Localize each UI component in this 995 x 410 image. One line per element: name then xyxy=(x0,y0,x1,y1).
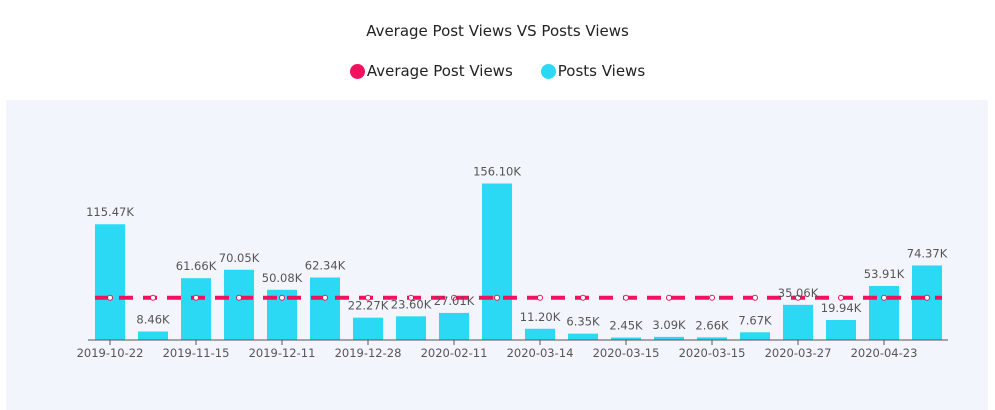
x-tick-label-3: 2019-12-28 xyxy=(335,346,402,360)
bar-value-label-18: 53.91K xyxy=(864,267,905,281)
bar-value-label-11: 6.35K xyxy=(566,315,600,329)
bar-11[interactable] xyxy=(568,333,598,340)
average-point-0[interactable] xyxy=(107,294,113,301)
legend-label-posts: Posts Views xyxy=(557,62,646,80)
average-point-6[interactable] xyxy=(365,294,371,301)
bar-15[interactable] xyxy=(740,332,770,340)
bar-value-label-16: 35.06K xyxy=(778,286,819,300)
bar-5[interactable] xyxy=(310,277,340,340)
average-point-7[interactable] xyxy=(408,294,414,301)
average-point-1[interactable] xyxy=(150,294,156,301)
bar-2[interactable] xyxy=(181,278,211,340)
bar-value-label-3: 70.05K xyxy=(219,251,260,265)
average-point-19[interactable] xyxy=(924,294,930,301)
average-point-4[interactable] xyxy=(279,294,285,301)
average-point-9[interactable] xyxy=(494,294,500,301)
chart-title: Average Post Views VS Posts Views xyxy=(366,22,629,40)
bar-9[interactable] xyxy=(482,183,512,341)
bar-13[interactable] xyxy=(654,336,684,340)
bar-value-label-19: 74.37K xyxy=(907,246,948,260)
bar-value-label-17: 19.94K xyxy=(821,301,862,315)
bar-value-label-15: 7.67K xyxy=(738,313,772,327)
bar-value-label-10: 11.20K xyxy=(520,310,561,324)
x-tick-label-7: 2020-03-15 xyxy=(679,346,746,360)
average-point-5[interactable] xyxy=(322,294,328,301)
bar-1[interactable] xyxy=(138,331,168,340)
bar-7[interactable] xyxy=(396,316,426,340)
x-tick-label-1: 2019-11-15 xyxy=(163,346,230,360)
legend-swatch-posts xyxy=(540,63,556,79)
bar-value-label-6: 22.27K xyxy=(348,299,389,313)
average-point-13[interactable] xyxy=(666,294,672,301)
bar-19[interactable] xyxy=(912,265,942,340)
average-point-2[interactable] xyxy=(193,294,199,301)
average-point-3[interactable] xyxy=(236,294,242,301)
x-tick-label-4: 2020-02-11 xyxy=(421,346,488,360)
bar-0[interactable] xyxy=(95,224,125,340)
legend-label-average: Average Post Views xyxy=(366,62,513,80)
average-point-8[interactable] xyxy=(451,294,457,301)
bar-value-label-13: 3.09K xyxy=(652,318,686,332)
bar-value-label-2: 61.66K xyxy=(176,259,217,273)
bar-8[interactable] xyxy=(439,312,469,340)
legend: Average Post Views Posts Views xyxy=(0,62,995,80)
average-point-16[interactable] xyxy=(795,294,801,301)
average-point-15[interactable] xyxy=(752,294,758,301)
legend-item-posts[interactable]: Posts Views xyxy=(540,62,646,80)
bar-16[interactable] xyxy=(783,304,813,340)
x-tick-label-9: 2020-04-23 xyxy=(851,346,918,360)
average-point-10[interactable] xyxy=(537,294,543,301)
bar-17[interactable] xyxy=(826,320,856,340)
average-point-12[interactable] xyxy=(623,294,629,301)
bar-6[interactable] xyxy=(353,317,383,340)
average-point-14[interactable] xyxy=(709,294,715,301)
bar-value-label-7: 23.60K xyxy=(391,297,432,311)
x-tick-label-8: 2020-03-27 xyxy=(765,346,832,360)
x-tick-label-0: 2019-10-22 xyxy=(77,346,144,360)
bar-value-label-4: 50.08K xyxy=(262,271,303,285)
x-tick-label-2: 2019-12-11 xyxy=(249,346,316,360)
bar-value-label-9: 156.10K xyxy=(473,165,521,179)
average-point-11[interactable] xyxy=(580,294,586,301)
bar-value-label-1: 8.46K xyxy=(136,313,170,327)
legend-item-average[interactable]: Average Post Views xyxy=(349,62,513,80)
bar-10[interactable] xyxy=(525,328,555,340)
bar-3[interactable] xyxy=(224,269,254,340)
bar-18[interactable] xyxy=(869,285,899,340)
x-tick-label-6: 2020-03-15 xyxy=(593,346,660,360)
bar-value-label-5: 62.34K xyxy=(305,259,346,273)
legend-swatch-average xyxy=(349,63,365,79)
bar-value-label-8: 27.01K xyxy=(434,294,475,308)
average-point-17[interactable] xyxy=(838,294,844,301)
bar-value-label-12: 2.45K xyxy=(609,319,643,333)
bar-value-label-0: 115.47K xyxy=(86,205,134,219)
bar-14[interactable] xyxy=(697,337,727,340)
bar-12[interactable] xyxy=(611,337,641,340)
x-tick-label-5: 2020-03-14 xyxy=(507,346,574,360)
average-point-18[interactable] xyxy=(881,294,887,301)
bar-value-label-14: 2.66K xyxy=(695,318,729,332)
